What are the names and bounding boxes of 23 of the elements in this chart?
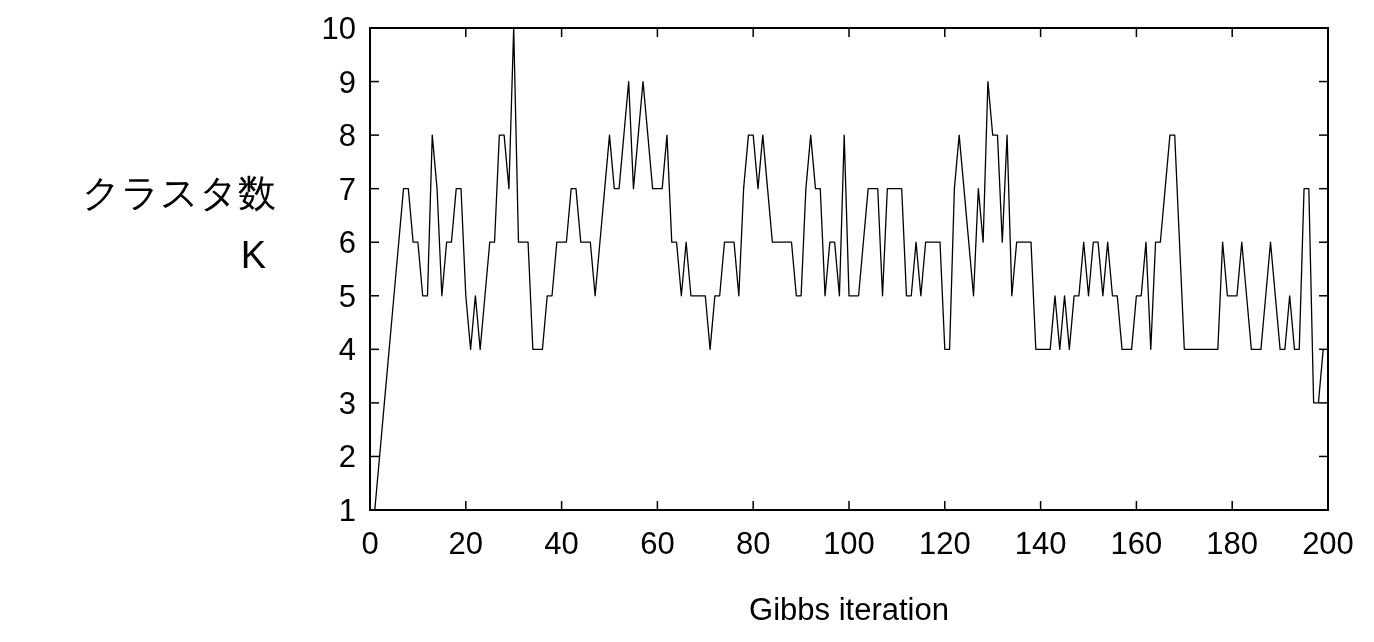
x-tick-label: 140 <box>1014 526 1067 561</box>
y-tick-label: 3 <box>338 385 356 421</box>
x-axis-title: Gibbs iteration <box>749 592 949 627</box>
y-tick-label: 7 <box>338 171 356 207</box>
y-tick-label: 8 <box>338 118 356 154</box>
x-tick-label: 40 <box>544 526 579 561</box>
y-tick-label: 1 <box>338 493 356 528</box>
x-tick-label: 200 <box>1302 526 1354 561</box>
y-tick-label: 2 <box>338 439 356 475</box>
y-tick-label: 5 <box>338 278 356 314</box>
y-axis-title: クラスタ数 K <box>82 172 276 276</box>
x-tick-label: 20 <box>448 526 484 561</box>
x-tick-label: 160 <box>1110 526 1163 561</box>
x-tick-label: 60 <box>640 526 675 561</box>
x-tick-label: 120 <box>918 526 971 561</box>
x-tick-label: 80 <box>735 526 771 561</box>
x-tick-label: 100 <box>823 526 875 561</box>
y-tick-label: 10 <box>321 11 356 46</box>
y-tick-label: 6 <box>338 225 356 261</box>
x-tick-label: 180 <box>1206 526 1259 561</box>
x-tick-label: 0 <box>361 526 379 561</box>
y-tick-label: 9 <box>338 64 356 100</box>
y-tick-label: 4 <box>338 332 356 368</box>
